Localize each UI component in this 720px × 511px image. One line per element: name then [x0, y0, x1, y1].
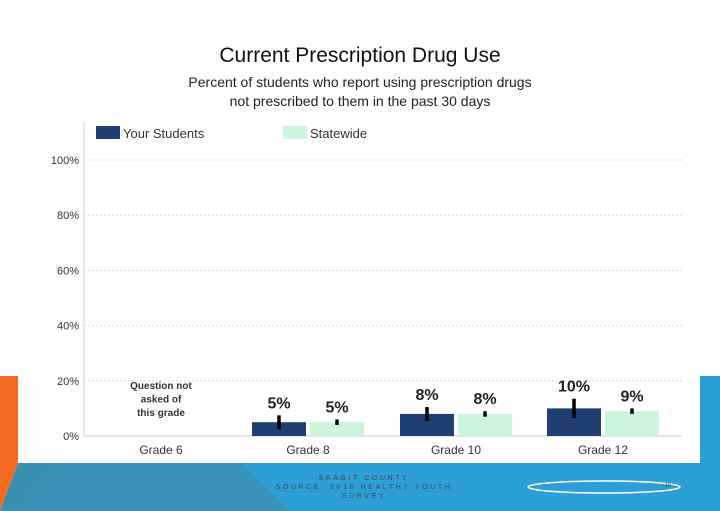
page-title: Current Prescription Drug Use [219, 44, 501, 67]
data-label-your-students-grade-12: 10% [558, 379, 590, 396]
y-tick-label-0: 0% [63, 431, 79, 443]
legend-swatch-statewide [283, 126, 307, 139]
data-label-your-students-grade-8: 5% [267, 395, 290, 412]
annotation-line-2: asked of [141, 395, 182, 406]
y-tick-label-20: 20% [57, 376, 79, 388]
deco-dark-band [10, 463, 290, 511]
data-label-statewide-grade-12: 9% [620, 388, 643, 405]
page-subtitle: Percent of students who report using pre… [0, 73, 720, 111]
page-number: 10 [665, 483, 671, 489]
subtitle-line-2: not prescribed to them in the past 30 da… [229, 93, 491, 109]
subtitle-line-1: Percent of students who report using pre… [188, 74, 532, 90]
y-tick-label-40: 40% [57, 321, 79, 333]
legend-label-statewide: Statewide [310, 126, 367, 141]
x-tick-label-grade-8: Grade 8 [286, 443, 330, 457]
x-tick-label-grade-6: Grade 6 [139, 443, 183, 457]
data-label-your-students-grade-10: 8% [415, 387, 438, 404]
source-note: SKAGIT COUNTY SOURCE: 2016 HEALTHY YOUTH… [254, 474, 474, 501]
annotation-line-3: this grade [137, 408, 185, 419]
y-tick-label-80: 80% [57, 210, 79, 222]
deco-ellipse [527, 480, 681, 494]
annotation-line-1: Question not [130, 381, 192, 392]
x-tick-label-grade-10: Grade 10 [431, 443, 481, 457]
bar-statewide-grade-10 [458, 413, 512, 436]
y-tick-label-60: 60% [57, 265, 79, 277]
data-label-statewide-grade-10: 8% [473, 391, 496, 408]
bar-statewide-grade-8 [310, 422, 364, 436]
source-line-2: SOURCE: 2016 HEALTHY YOUTH SURVEY [275, 484, 453, 500]
legend-swatch-your-students [96, 126, 120, 139]
bar-statewide-grade-12 [605, 411, 659, 436]
x-tick-label-grade-12: Grade 12 [578, 443, 628, 457]
deco-orange-bar [0, 376, 18, 511]
data-label-statewide-grade-8: 5% [325, 399, 348, 416]
y-tick-label-100: 100% [51, 155, 79, 167]
bar-your-students-grade-10 [400, 413, 454, 436]
source-line-1: SKAGIT COUNTY [318, 475, 410, 482]
legend-label-your-students: Your Students [123, 126, 205, 141]
deco-white-card [18, 115, 700, 463]
